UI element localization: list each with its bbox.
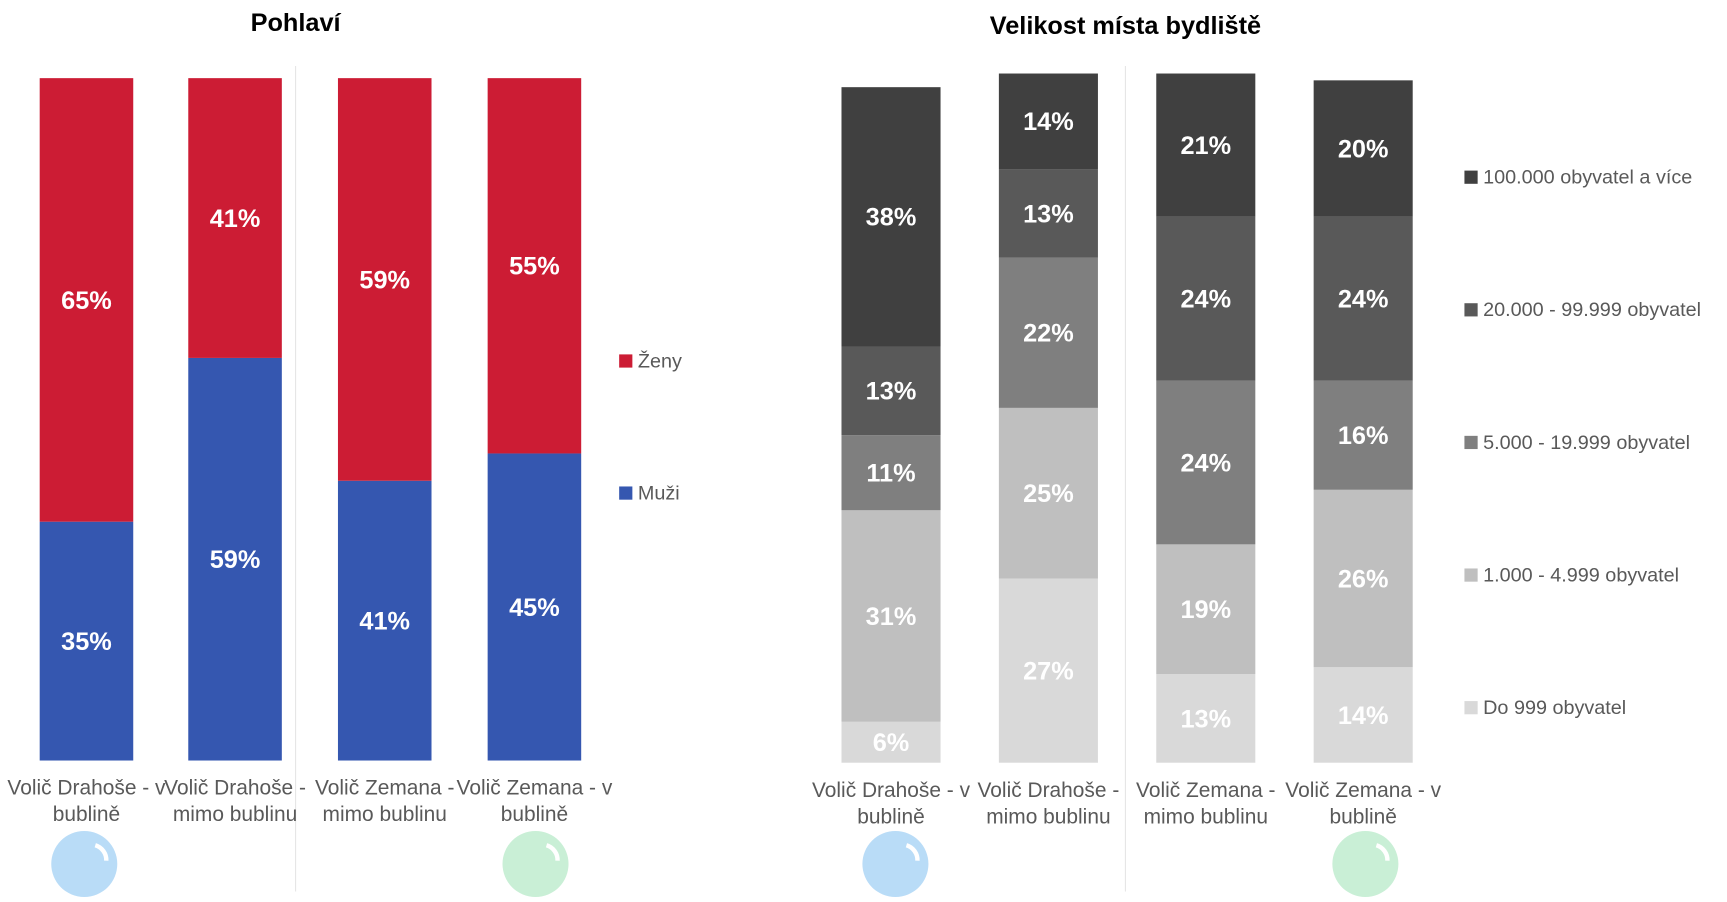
legend-label: Do 999 obyvatel bbox=[1483, 697, 1626, 719]
bar-segment bbox=[841, 510, 941, 722]
data-label: 65% bbox=[61, 287, 112, 315]
data-label: 45% bbox=[509, 594, 560, 622]
data-label: 11% bbox=[866, 460, 915, 488]
data-label: 24% bbox=[1338, 286, 1389, 314]
bar-segment bbox=[1313, 80, 1413, 217]
legend-swatch bbox=[619, 354, 633, 368]
data-label: 13% bbox=[866, 378, 917, 406]
data-label: 13% bbox=[1023, 200, 1074, 228]
legend-label: 20.000 - 99.999 obyvatel bbox=[1483, 299, 1701, 321]
bar-segment bbox=[1156, 73, 1256, 217]
category-label: Volič Drahoše - mimo bublinu bbox=[164, 777, 306, 827]
legend-swatch bbox=[1464, 568, 1478, 582]
data-label: 16% bbox=[1338, 422, 1389, 450]
legend-swatch bbox=[1464, 303, 1478, 317]
bar-segment bbox=[337, 480, 432, 761]
category-label: Volič Drahoše - v bublině bbox=[7, 777, 166, 827]
data-label: 26% bbox=[1338, 565, 1389, 593]
legend-label: 1.000 - 4.999 obyvatel bbox=[1483, 564, 1679, 586]
data-label: 13% bbox=[1180, 705, 1231, 733]
chart-title: Pohlaví bbox=[251, 9, 342, 37]
legend-label: 5.000 - 19.999 obyvatel bbox=[1483, 432, 1690, 454]
bar-segment bbox=[337, 78, 432, 481]
legend-swatch bbox=[619, 486, 633, 500]
bar-segment bbox=[1313, 380, 1413, 490]
category-label: Volič Zemana - v bublině bbox=[1285, 779, 1442, 829]
category-label: Volič Drahoše - v bublině bbox=[811, 779, 971, 829]
data-label: 19% bbox=[1180, 596, 1231, 624]
legend-swatch bbox=[1464, 170, 1478, 184]
legend-swatch bbox=[1464, 701, 1478, 715]
data-label: 22% bbox=[1023, 320, 1074, 348]
legend-label: Muži bbox=[638, 482, 680, 504]
bar-segment bbox=[188, 78, 282, 358]
data-label: 24% bbox=[1180, 286, 1231, 314]
legend-label: 100.000 obyvatel a více bbox=[1483, 167, 1692, 189]
bar-segment bbox=[998, 407, 1098, 579]
bar-segment bbox=[1313, 489, 1413, 668]
data-label: 21% bbox=[1180, 132, 1231, 160]
bar-segment bbox=[1156, 544, 1256, 675]
data-label: 14% bbox=[1338, 702, 1389, 730]
x-tick-label: Volič Drahoše - v bublině bbox=[811, 779, 971, 829]
bubble-icon bbox=[51, 830, 1399, 897]
data-label: 20% bbox=[1338, 135, 1389, 163]
bar-segment bbox=[841, 435, 941, 511]
data-label: 59% bbox=[210, 546, 261, 574]
x-tick-label: Volič Drahoše - mimo bublinu bbox=[164, 777, 306, 827]
data-label: 41% bbox=[210, 205, 261, 233]
data-label: 25% bbox=[1023, 480, 1074, 508]
x-tick-label: Volič Drahoše - mimo bublinu bbox=[977, 779, 1120, 829]
bar-segment bbox=[1313, 667, 1413, 763]
x-tick-label: Volič Zemana - mimo bublinu bbox=[1136, 779, 1276, 829]
bar-segment bbox=[841, 87, 941, 347]
x-tick-label: Volič Drahoše - v bublině bbox=[7, 777, 166, 827]
bar-segment bbox=[39, 521, 134, 761]
category-label: Volič Zemana - v bublině bbox=[456, 777, 613, 827]
bar-segment bbox=[1156, 216, 1256, 381]
bar-segment bbox=[1156, 380, 1256, 545]
bar-segment bbox=[998, 578, 1098, 763]
bar-segment bbox=[188, 357, 282, 761]
data-label: 35% bbox=[61, 628, 112, 656]
x-tick-label: Volič Zemana - v bublině bbox=[456, 777, 613, 827]
x-tick-label: Volič Zemana - mimo bublinu bbox=[314, 777, 455, 827]
data-label: 38% bbox=[866, 204, 917, 232]
data-label: 59% bbox=[359, 266, 410, 294]
bar-segment bbox=[998, 73, 1098, 170]
x-tick-label: Volič Zemana - v bublině bbox=[1285, 779, 1442, 829]
bar-segment bbox=[998, 169, 1098, 258]
bar-segment bbox=[1156, 674, 1256, 763]
bar-segment bbox=[39, 78, 134, 522]
data-label: 24% bbox=[1180, 449, 1231, 477]
category-label: Volič Zemana - mimo bublinu bbox=[1136, 779, 1276, 829]
bar-segment bbox=[841, 721, 941, 763]
bar-segment bbox=[998, 257, 1098, 408]
data-label: 6% bbox=[873, 729, 910, 757]
chart-title: Velikost místa bydliště bbox=[990, 12, 1261, 40]
bar-segment bbox=[841, 346, 941, 436]
data-label: 27% bbox=[1023, 657, 1074, 685]
data-label: 31% bbox=[866, 603, 917, 631]
data-label: 55% bbox=[509, 253, 560, 281]
category-label: Volič Drahoše - mimo bublinu bbox=[977, 779, 1120, 829]
bar-segment bbox=[487, 78, 582, 454]
bar-segment bbox=[487, 453, 582, 761]
legend-swatch bbox=[1464, 435, 1478, 450]
bar-segment bbox=[1313, 216, 1413, 381]
category-label: Volič Zemana - mimo bublinu bbox=[314, 777, 455, 827]
data-label: 41% bbox=[359, 608, 410, 636]
legend-label: Ženy bbox=[638, 349, 682, 372]
data-label: 14% bbox=[1023, 108, 1074, 136]
